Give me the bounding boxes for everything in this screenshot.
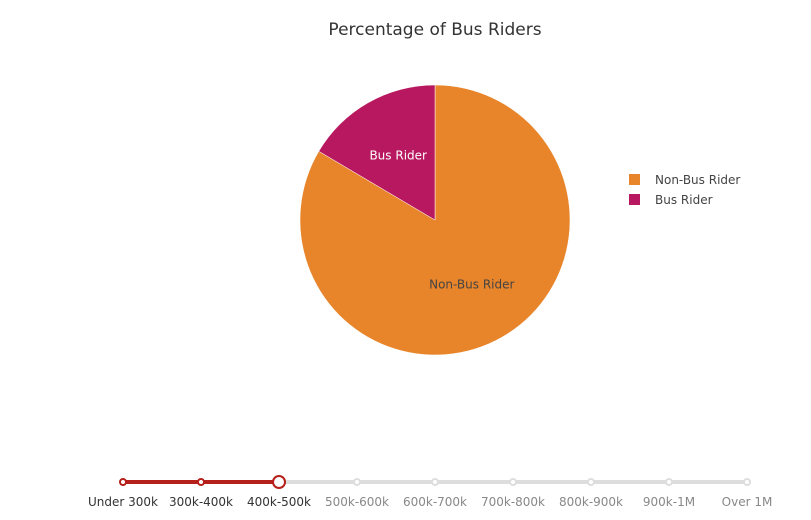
legend-item-bus-rider[interactable]: Bus Rider: [629, 193, 713, 207]
slider-label-500k-600k[interactable]: 500k-600k: [325, 495, 389, 509]
slice-label-non-bus-rider: Non-Bus Rider: [429, 277, 514, 291]
slider-step-900k-1m[interactable]: [665, 478, 673, 486]
legend-label: Bus Rider: [655, 193, 713, 207]
slider-label-900k-1m[interactable]: 900k-1M: [643, 495, 695, 509]
slider-step-800k-900k[interactable]: [587, 478, 595, 486]
pie-slice-bus-rider[interactable]: [318, 84, 436, 221]
slider-step-300k-400k[interactable]: [197, 478, 205, 486]
range-slider[interactable]: Under 300k 300k-400k 400k-500k 500k-600k 600…: [88, 475, 773, 509]
chart-title: Percentage of Bus Riders: [328, 20, 541, 40]
slider-label-300k-400k[interactable]: 300k-400k: [169, 495, 233, 509]
slider-label-400k-500k[interactable]: 400k-500k: [247, 495, 311, 509]
slider-step-700k-800k[interactable]: [509, 478, 517, 486]
legend: Non-Bus Rider Bus Rider: [629, 173, 740, 207]
legend-item-non-bus-rider[interactable]: Non-Bus Rider: [629, 173, 740, 187]
slider-step-under-300k[interactable]: [119, 478, 127, 486]
pie-chart: Non-Bus Rider Bus Rider: [299, 84, 571, 356]
legend-label: Non-Bus Rider: [655, 173, 740, 187]
slider-step-600k-700k[interactable]: [431, 478, 439, 486]
slice-label-bus-rider: Bus Rider: [369, 149, 427, 163]
slider-label-800k-900k[interactable]: 800k-900k: [559, 495, 623, 509]
legend-swatch: [629, 174, 640, 185]
slider-label-under-300k[interactable]: Under 300k: [88, 495, 158, 509]
slider-label-over-1m[interactable]: Over 1M: [722, 495, 773, 509]
slider-step-500k-600k[interactable]: [353, 478, 361, 486]
slider-label-700k-800k[interactable]: 700k-800k: [481, 495, 545, 509]
slider-step-over-1m[interactable]: [743, 478, 751, 486]
legend-swatch: [629, 194, 640, 205]
slider-label-600k-700k[interactable]: 600k-700k: [403, 495, 467, 509]
slider-handle[interactable]: [272, 475, 286, 489]
